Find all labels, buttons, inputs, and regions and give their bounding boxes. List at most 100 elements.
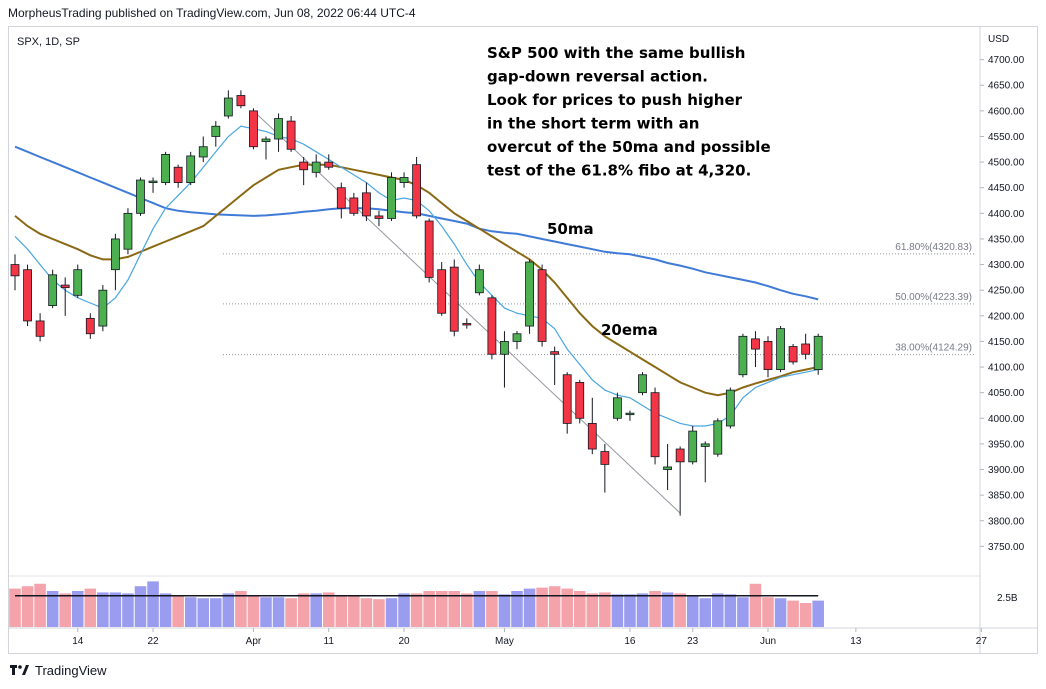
fibo-level-label: 50.00%(4223.39) [895,292,972,303]
volume-bar [410,593,423,627]
candle-body [801,343,811,355]
volume-bar [210,598,222,627]
candle-body [713,420,723,455]
volume-bar [762,597,774,627]
candle-body [399,177,409,183]
volume-bar [272,597,285,627]
annotation-line: Look for prices to push higher [487,91,743,109]
volume-bar [59,593,71,627]
volume-bar [787,600,799,627]
price-tick-label: 4250.00 [988,286,1025,297]
candle-body [725,389,735,427]
time-tick-label: 27 [976,636,988,647]
volume-bar [599,592,611,627]
volume-bar [134,586,147,627]
volume-bar [674,593,686,627]
fibo-level-label: 38.00%(4124.29) [895,343,972,354]
volume-bar [310,593,322,627]
currency-label: USD [988,34,1009,45]
price-tick-label: 4200.00 [988,311,1025,322]
candle-body [311,161,321,173]
volume-bar [712,593,724,627]
time-tick-label: Jun [760,636,776,647]
volume-bar [498,594,511,627]
candle-body [437,269,447,314]
publisher-header: MorpheusTrading published on TradingView… [8,6,416,20]
tradingview-logo-icon [10,663,30,678]
tradingview-brand: TradingView [35,663,107,678]
price-tick-label: 4450.00 [988,183,1025,194]
volume-bar [586,593,599,627]
time-tick-label: Apr [246,636,262,647]
candle-body [650,392,660,458]
candle-body [336,187,346,209]
candle-body [111,238,120,271]
volume-bar [360,598,373,627]
time-tick-label: May [495,636,514,647]
volume-layer [9,581,824,627]
volume-bar [222,593,235,627]
candle-body [813,335,823,371]
time-tick-label: 16 [624,636,636,647]
candles-layer [10,90,823,516]
volume-bar [9,588,21,627]
volume-scale-label: 2.5B [997,593,1018,604]
candle-body [587,423,597,450]
candle-body [374,215,384,219]
volume-bar [184,597,197,627]
symbol-label: SPX, 1D, SP [17,36,80,48]
volume-bar [812,600,824,627]
volume-bar [322,592,335,627]
candle-body [663,466,672,470]
price-tick-label: 4000.00 [988,414,1025,425]
time-tick-label: 22 [147,636,159,647]
candle-body [625,412,635,416]
volume-bar [536,587,548,627]
candle-body [236,95,246,107]
annotation-line: test of the 61.8% fibo at 4,320. [487,162,751,180]
price-tick-label: 4400.00 [988,209,1025,220]
candle-body [324,161,334,168]
volume-bar [297,593,310,627]
candle-body [161,154,171,183]
volume-bar [235,591,247,627]
price-tick-label: 4550.00 [988,132,1025,143]
candle-body [738,335,748,376]
volume-bar [624,594,636,627]
candle-body [550,351,560,355]
candle-body [700,443,710,447]
candle-body [512,333,522,342]
volume-bar [335,595,348,627]
time-tick-label: 14 [72,636,84,647]
candle-body [763,341,773,371]
volume-bar [699,598,712,627]
candle-body [349,197,359,214]
volume-bar [71,591,84,627]
candle-body [462,323,472,326]
price-tick-label: 4300.00 [988,260,1025,271]
price-tick-label: 3800.00 [988,516,1025,527]
candle-body [600,451,610,465]
volume-bar [34,583,46,627]
volume-bar [737,597,749,627]
volume-bar [348,595,360,627]
volume-bar [724,594,737,627]
candle-body [788,346,798,363]
candle-body [35,320,45,337]
candle-body [85,317,95,335]
candle-body [186,155,196,183]
annotation-layer: SPX, 1D, SP 50ma 20ema S&P 500 with the sam… [17,36,771,339]
candle-body [23,269,32,322]
volume-bar [561,588,573,627]
volume-bar [398,593,410,627]
annotation-line: S&P 500 with the same bullish [487,44,745,62]
ma50-label: 50ma [547,220,594,238]
grid-layer [9,27,1037,653]
candle-body [537,269,547,342]
price-tick-label: 3850.00 [988,491,1025,502]
volume-bar [448,591,461,627]
price-axis: 3750.00 3800.00 3850.00 3900.00 3950.00 4000.… [980,34,1025,604]
footer[interactable]: TradingView [10,663,107,678]
ema20-label: 20ema [601,321,658,339]
